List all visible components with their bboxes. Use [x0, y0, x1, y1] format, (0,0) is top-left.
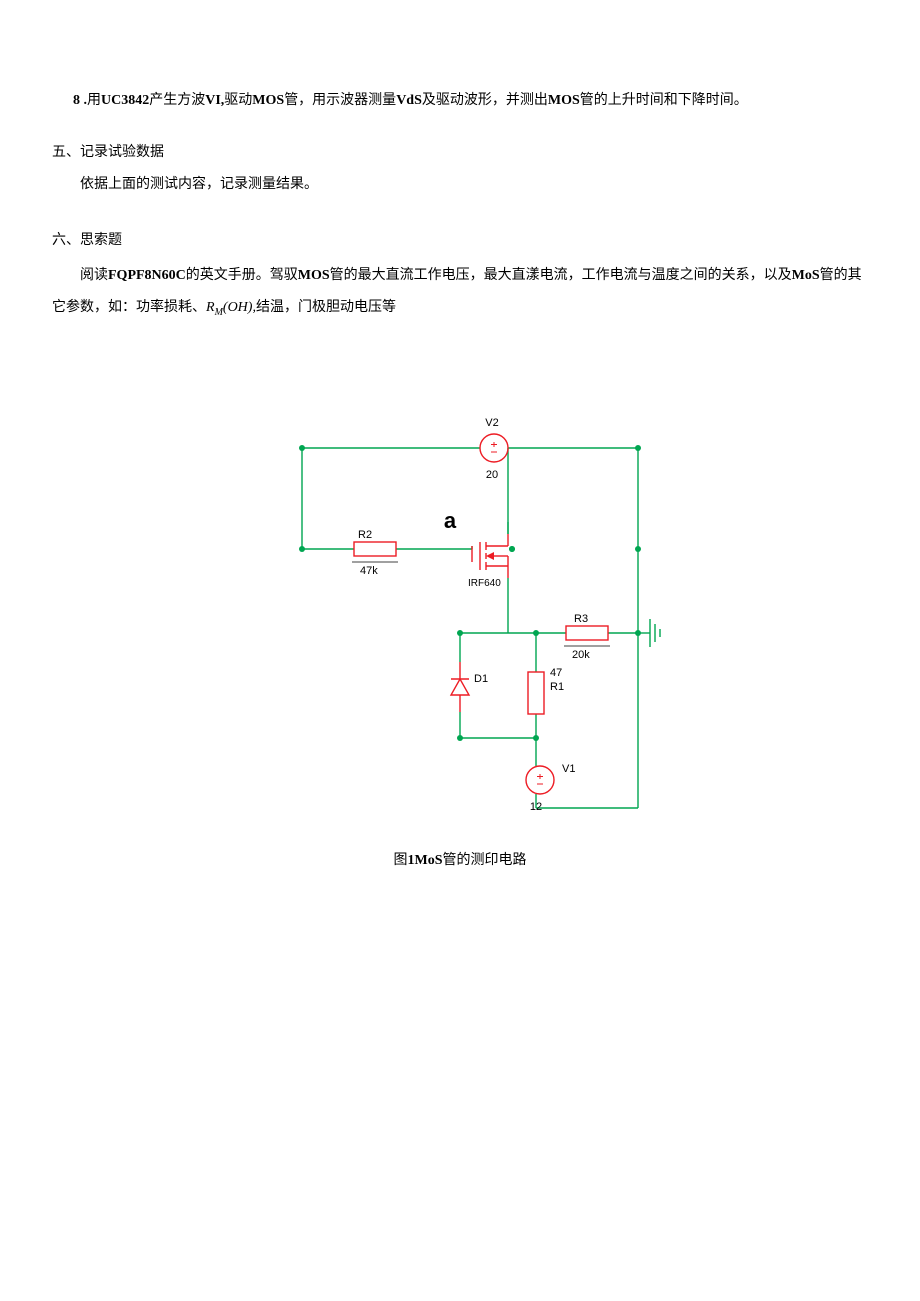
svg-text:a: a	[444, 508, 457, 533]
svg-text:R1: R1	[550, 681, 564, 693]
section-6-heading: 六、思索题	[52, 228, 868, 254]
svg-text:47: 47	[550, 667, 562, 679]
svg-text:IRF640: IRF640	[468, 578, 501, 589]
svg-text:47k: 47k	[360, 565, 378, 577]
paragraph-8: 8 .用UC3842产生方波VI,驱动MOS管，用示波器测量VdS及驱动波形，并…	[52, 88, 868, 114]
section-5-body: 依据上面的测试内容，记录测量结果。	[52, 172, 868, 198]
svg-text:V2: V2	[485, 417, 498, 429]
item-number: 8 .	[73, 93, 87, 108]
circuit-figure: V2 20 R2 47k R3 20k 47 R1 D1 IRF640 V1 12 a 图1MoS管的测…	[52, 404, 868, 874]
document-page: 8 .用UC3842产生方波VI,驱动MOS管，用示波器测量VdS及驱动波形，并…	[0, 0, 920, 914]
svg-text:20k: 20k	[572, 649, 590, 661]
section-5-heading: 五、记录试验数据	[52, 140, 868, 166]
svg-text:12: 12	[530, 801, 542, 813]
svg-text:R2: R2	[358, 529, 372, 541]
svg-text:D1: D1	[474, 673, 488, 685]
section-6-body: 阅读FQPF8N60C的英文手册。驾驭MOS管的最大直流工作电压，最大直漾电流，…	[52, 260, 868, 324]
figure-caption: 图1MoS管的测印电路	[52, 848, 868, 874]
circuit-diagram: V2 20 R2 47k R3 20k 47 R1 D1 IRF640 V1 12 a	[250, 404, 670, 834]
svg-text:R3: R3	[574, 613, 588, 625]
svg-text:V1: V1	[562, 763, 575, 775]
svg-text:20: 20	[486, 469, 498, 481]
